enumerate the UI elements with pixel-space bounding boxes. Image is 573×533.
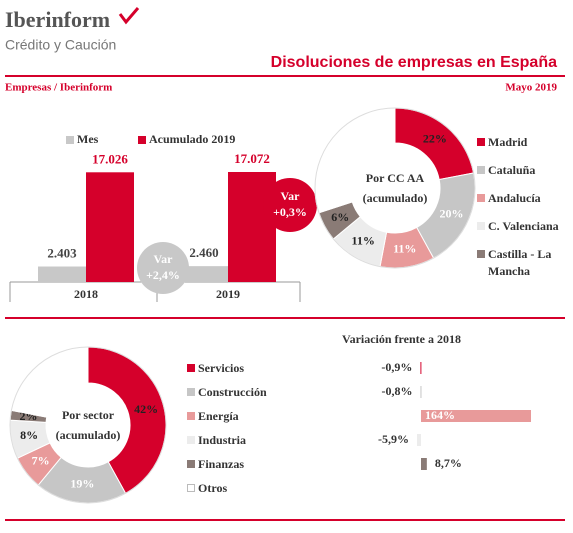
annotation-circle xyxy=(137,242,189,294)
legend-label: Construcción xyxy=(198,385,267,399)
annotation-title: Var xyxy=(154,252,174,266)
legend-item: Industria xyxy=(187,432,328,449)
value-label: -0,8% xyxy=(381,384,412,398)
slice-label: 22% xyxy=(423,132,447,146)
legend-swatch xyxy=(66,136,74,144)
legend-label: C. Valenciana xyxy=(488,219,559,233)
legend-item: Servicios xyxy=(187,360,328,377)
value-label: -0,9% xyxy=(381,360,412,374)
legend-item: Madrid xyxy=(477,134,566,151)
legend-swatch xyxy=(477,166,485,174)
legend-item: Andalucía xyxy=(477,190,566,207)
legend-item: Construcción xyxy=(187,384,328,401)
legend-label: Acumulado 2019 xyxy=(149,132,235,146)
donut-ring xyxy=(314,107,476,269)
legend-swatch xyxy=(187,364,195,372)
logo-mark xyxy=(118,7,140,25)
value-label: 17.026 xyxy=(92,151,128,166)
slice-label: 8% xyxy=(20,428,38,442)
legend-item: Castilla - La Mancha xyxy=(477,246,566,280)
value-label: 2.403 xyxy=(47,246,77,261)
center-sublabel: (acumulado) xyxy=(363,191,428,205)
bar xyxy=(421,458,427,470)
date: Mayo 2019 xyxy=(505,82,557,94)
bar xyxy=(421,410,531,422)
legend-label: Servicios xyxy=(198,361,244,375)
bar xyxy=(420,362,422,374)
value-label: 164% xyxy=(425,408,455,422)
legend-label: Castilla - La Mancha xyxy=(488,247,552,278)
annotation-text: +0,3% xyxy=(273,205,307,219)
legend-item: C. Valenciana xyxy=(477,218,566,235)
center-label: Por sector xyxy=(62,408,115,422)
slice-label: 11% xyxy=(352,234,375,248)
bar xyxy=(417,434,421,446)
slice-label: 19% xyxy=(70,476,94,490)
brand: Iberinform xyxy=(5,7,110,32)
legend-swatch xyxy=(477,138,485,146)
legend-label: Cataluña xyxy=(488,163,536,177)
legend-swatch xyxy=(138,136,146,144)
legend-swatch xyxy=(477,194,485,202)
value-label: 2.460 xyxy=(189,245,218,260)
x-tick-label: 2019 xyxy=(216,287,240,301)
chart-title: Variación frente a 2018 xyxy=(342,332,461,346)
value-label: -5,9% xyxy=(378,432,409,446)
slice-label: 42% xyxy=(134,402,158,416)
legend-swatch xyxy=(187,388,195,396)
source: Empresas / Iberinform xyxy=(5,82,112,94)
bar xyxy=(420,386,422,398)
value-label: 17.072 xyxy=(234,151,270,166)
legend-swatch xyxy=(187,460,195,468)
legend-label: Energía xyxy=(198,409,239,423)
donut-ring xyxy=(9,346,167,504)
legend-swatch xyxy=(187,436,195,444)
annotation-circle xyxy=(263,178,317,232)
annotation-text: +2,4% xyxy=(146,268,180,282)
legend-label: Mes xyxy=(77,132,99,146)
legend-item: Otros xyxy=(187,480,328,497)
legend-label: Madrid xyxy=(488,135,528,149)
bar xyxy=(38,266,86,282)
brand-sub: Crédito y Caución xyxy=(5,37,116,53)
legend-label: Otros xyxy=(198,481,228,495)
legend-item: Cataluña xyxy=(477,162,566,179)
bar xyxy=(86,172,134,282)
bar xyxy=(180,266,228,282)
legend-item: Energía xyxy=(187,408,328,425)
center-sublabel: (acumulado) xyxy=(56,428,121,442)
legend-label: Industria xyxy=(198,433,247,447)
page-title: Disoluciones de empresas en España xyxy=(271,54,557,71)
center-label: Por CC AA xyxy=(366,171,425,185)
slice-label: 11% xyxy=(393,241,416,255)
slice-label: 6% xyxy=(331,210,349,224)
x-tick-label: 2018 xyxy=(74,287,98,301)
legend-label: Andalucía xyxy=(488,191,541,205)
slice-label: 20% xyxy=(440,206,464,220)
legend-swatch xyxy=(477,222,485,230)
value-label: 8,7% xyxy=(435,456,462,470)
legend-label: Finanzas xyxy=(198,457,245,471)
legend-swatch xyxy=(187,412,195,420)
legend-swatch xyxy=(477,250,485,258)
legend-swatch xyxy=(187,484,195,492)
slice-label: 7% xyxy=(32,454,50,468)
annotation-title: Var xyxy=(281,189,301,203)
legend-item: Finanzas xyxy=(187,456,328,473)
